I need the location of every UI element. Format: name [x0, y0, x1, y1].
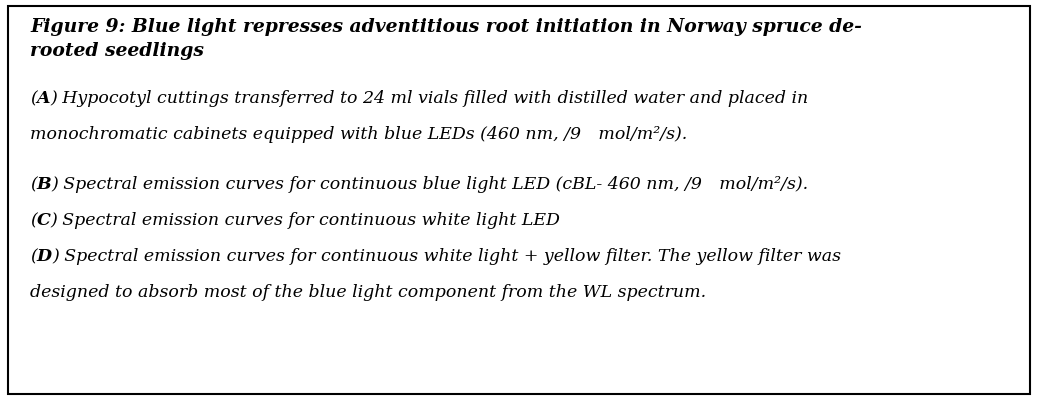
Text: rooted seedlings: rooted seedlings: [30, 42, 203, 60]
Text: A: A: [36, 90, 50, 107]
Text: ) Spectral emission curves for continuous white light + yellow filter. The yello: ) Spectral emission curves for continuou…: [52, 248, 841, 265]
Text: designed to absorb most of the blue light component from the WL spectrum.: designed to absorb most of the blue ligh…: [30, 284, 706, 301]
FancyBboxPatch shape: [8, 6, 1030, 394]
Text: (: (: [30, 248, 36, 265]
Text: ) Spectral emission curves for continuous white light LED: ) Spectral emission curves for continuou…: [51, 212, 561, 229]
Text: (: (: [30, 176, 36, 193]
Text: D: D: [36, 248, 52, 265]
Text: (: (: [30, 90, 36, 107]
Text: ) Spectral emission curves for continuous blue light LED (cBL- 460 nm, /9 mol/m²: ) Spectral emission curves for continuou…: [51, 176, 809, 193]
Text: monochromatic cabinets equipped with blue LEDs (460 nm, /9 mol/m²/s).: monochromatic cabinets equipped with blu…: [30, 126, 687, 143]
Text: ) Hypocotyl cuttings transferred to 24 ml vials filled with distilled water and : ) Hypocotyl cuttings transferred to 24 m…: [50, 90, 809, 107]
Text: (: (: [30, 212, 36, 229]
Text: C: C: [36, 212, 51, 229]
Text: B: B: [36, 176, 51, 193]
Text: Figure 9: Blue light represses adventitious root initiation in Norway spruce de-: Figure 9: Blue light represses adventiti…: [30, 18, 862, 36]
